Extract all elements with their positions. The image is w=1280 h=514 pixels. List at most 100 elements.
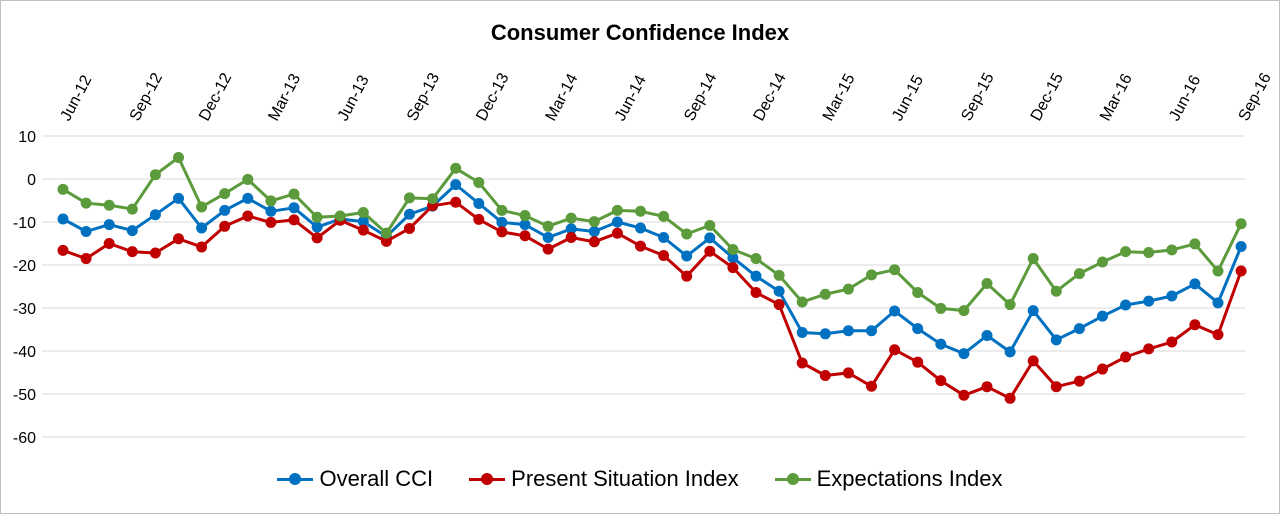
series-1-point <box>842 367 854 379</box>
series-2-point <box>311 211 323 223</box>
series-2-point <box>611 204 623 216</box>
x-tick-label: Jun-15 <box>889 73 927 124</box>
series-0-point <box>635 222 646 234</box>
series-0-point <box>496 216 508 228</box>
series-2-point <box>334 210 346 222</box>
legend-swatch-present-situation-index <box>469 472 506 486</box>
series-2-point <box>935 302 947 314</box>
series-0-point <box>57 213 69 225</box>
series-2-point <box>750 253 762 265</box>
series-1-point <box>288 214 300 226</box>
series-1-point <box>611 227 623 239</box>
series-0-point <box>935 338 947 350</box>
series-1-point <box>1143 343 1155 355</box>
series-1-point <box>1166 336 1178 348</box>
series-0-point <box>265 205 277 217</box>
series-0-point <box>750 270 762 282</box>
legend-item-present-situation-index: Present Situation Index <box>469 466 739 492</box>
series-2-point <box>1189 238 1201 250</box>
series-2-point <box>103 199 115 211</box>
series-2-point <box>773 269 785 281</box>
series-2-point <box>519 210 531 222</box>
series-0-point <box>1120 299 1132 311</box>
series-0-point <box>588 225 600 237</box>
series-2-point <box>57 183 69 195</box>
x-tick-label: Mar-16 <box>1097 71 1136 124</box>
x-tick-label: Sep-15 <box>958 70 997 124</box>
series-0-point <box>1027 305 1039 317</box>
series-2-point <box>842 283 854 295</box>
series-2-point <box>219 188 231 200</box>
chart-legend: Overall CCI Present Situation Index Expe… <box>0 466 1280 492</box>
series-0-point <box>773 285 785 297</box>
series-0-point <box>126 225 138 237</box>
series-1-point <box>519 230 531 242</box>
series-1-point <box>1050 381 1062 393</box>
series-0-point <box>704 232 716 244</box>
series-2-point <box>704 219 716 231</box>
series-0-point <box>912 323 924 335</box>
series-0-point <box>681 250 693 262</box>
x-tick-label: Jun-13 <box>335 73 373 124</box>
series-1-point <box>173 233 184 245</box>
series-0-point <box>357 216 369 228</box>
series-2-point <box>819 288 831 300</box>
series-0-point <box>866 325 877 337</box>
series-1-point <box>750 287 762 299</box>
series-2-point <box>196 201 208 213</box>
y-tick-label: -30 <box>13 301 36 318</box>
series-2-point <box>1073 268 1085 280</box>
series-2-point <box>1050 285 1062 297</box>
series-2-point <box>1027 253 1039 265</box>
y-tick-label: -40 <box>13 344 36 361</box>
y-tick-label: -10 <box>13 215 36 232</box>
series-1-point <box>588 236 600 248</box>
x-tick-label: Dec-14 <box>751 70 790 124</box>
series-2-point <box>958 305 970 317</box>
series-2-point <box>727 244 739 256</box>
series-0-point <box>1050 334 1062 346</box>
x-tick-label: Mar-13 <box>265 71 304 124</box>
legend-item-expectations-index: Expectations Index <box>774 466 1003 492</box>
series-1-point <box>1189 319 1201 331</box>
x-tick-label: Sep-16 <box>1236 70 1275 124</box>
series-1-point <box>149 247 161 259</box>
series-0-point <box>542 231 554 243</box>
series-1-point <box>981 381 993 393</box>
series-0-point <box>311 221 323 233</box>
series-2-point <box>912 287 924 299</box>
series-1-point <box>796 357 808 369</box>
series-2-point <box>1004 299 1016 311</box>
series-1-point <box>542 243 554 255</box>
series-1-point <box>866 380 877 392</box>
series-1-point <box>450 196 462 208</box>
series-0-point <box>288 202 300 214</box>
y-tick-label: -20 <box>13 258 36 275</box>
series-0-point <box>404 208 415 220</box>
series-1-point <box>958 389 970 401</box>
series-1-point <box>1120 351 1132 363</box>
y-tick-label: 10 <box>18 129 36 146</box>
series-2-point <box>1097 256 1108 268</box>
series-0-point <box>473 198 485 210</box>
series-1-point <box>1027 355 1039 367</box>
series-2-point <box>473 176 485 188</box>
x-tick-label: Sep-13 <box>404 70 443 124</box>
x-tick-label: Dec-13 <box>473 70 512 124</box>
series-0-point <box>796 327 808 339</box>
series-1-point <box>357 224 369 236</box>
x-tick-label: Dec-12 <box>196 70 235 124</box>
series-0-point <box>519 219 531 231</box>
series-2-point <box>889 264 901 276</box>
series-1-point <box>57 244 69 256</box>
x-tick-label: Mar-14 <box>543 71 582 124</box>
x-tick-label: Sep-14 <box>681 70 720 124</box>
series-1-point <box>103 238 115 249</box>
series-0-point <box>1189 278 1201 290</box>
series-line-2 <box>62 156 1243 313</box>
series-0-point <box>611 216 623 228</box>
series-0-point <box>1097 310 1108 322</box>
series-2-point <box>1143 247 1155 259</box>
series-1-point <box>219 220 231 232</box>
